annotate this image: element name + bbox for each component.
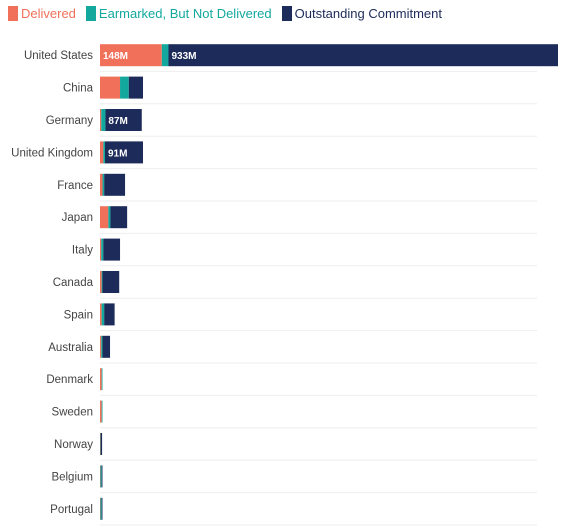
- legend-label-delivered: Delivered: [21, 5, 76, 21]
- bar-germany-series-0[interactable]: [100, 109, 102, 131]
- bar-italy-series-0[interactable]: [100, 238, 102, 261]
- bar-united-states-series-2[interactable]: [168, 44, 558, 67]
- category-label: Spain: [64, 309, 93, 321]
- chart-legend: Delivered Earmarked, But Not Delivered O…: [8, 4, 452, 22]
- bar-italy-series-2[interactable]: [103, 238, 121, 261]
- category-label: Italy: [72, 245, 93, 257]
- bar-belgium-series-0[interactable]: [100, 465, 101, 488]
- bar-norway-series-0[interactable]: [100, 433, 101, 455]
- bar-australia-series-1[interactable]: [101, 335, 103, 358]
- category-label: Denmark: [46, 374, 93, 386]
- legend-item-delivered[interactable]: Delivered: [8, 5, 76, 21]
- category-label: United Kingdom: [11, 147, 93, 159]
- bar-france-series-2[interactable]: [104, 173, 126, 196]
- data-label: 91M: [108, 148, 127, 159]
- bar-japan-series-2[interactable]: [110, 206, 128, 229]
- bar-united-states-series-0[interactable]: [100, 44, 162, 67]
- bar-sweden-series-0[interactable]: [100, 400, 102, 423]
- bar-australia-series-2[interactable]: [102, 335, 111, 358]
- category-label: Norway: [54, 439, 93, 451]
- bar-portugal-series-1[interactable]: [100, 497, 102, 520]
- bar-australia-series-0[interactable]: [100, 335, 102, 358]
- bar-japan-series-0[interactable]: [100, 206, 109, 229]
- legend-label-earmarked: Earmarked, But Not Delivered: [98, 5, 272, 21]
- bar-denmark-series-1[interactable]: [101, 368, 103, 391]
- category-label: Japan: [62, 212, 93, 224]
- category-label: China: [63, 83, 94, 95]
- data-label: 87M: [108, 116, 127, 127]
- data-label: 933M: [172, 51, 197, 62]
- category-label: Belgium: [51, 471, 93, 483]
- category-label: United States: [24, 50, 93, 62]
- bar-france-series-1[interactable]: [102, 173, 105, 196]
- legend-item-outstanding[interactable]: Outstanding Commitment: [281, 5, 443, 21]
- legend-label-outstanding: Outstanding Commitment: [294, 5, 443, 21]
- category-label: Germany: [46, 115, 94, 127]
- bar-spain-series-0[interactable]: [100, 303, 102, 326]
- bar-spain-series-2[interactable]: [104, 303, 115, 326]
- bar-united-kingdom-series-2[interactable]: [105, 141, 143, 164]
- bar-spain-series-1[interactable]: [101, 303, 105, 326]
- bar-belgium-series-2[interactable]: [101, 465, 103, 488]
- bar-germany-series-1[interactable]: [101, 109, 106, 131]
- legend-swatch-outstanding: [281, 5, 292, 21]
- bar-china-series-2[interactable]: [128, 76, 144, 99]
- bar-norway-series-1[interactable]: [100, 433, 102, 455]
- category-label: Canada: [53, 277, 94, 289]
- bar-china-series-0[interactable]: [100, 76, 121, 99]
- bar-united-kingdom-series-1[interactable]: [103, 141, 106, 164]
- bar-denmark-series-0[interactable]: [100, 368, 102, 391]
- data-label: 148M: [103, 51, 128, 62]
- bar-germany-series-2[interactable]: [105, 109, 142, 131]
- category-label: Australia: [48, 342, 93, 354]
- bar-united-states-series-1[interactable]: [161, 44, 169, 67]
- bar-china-series-1[interactable]: [120, 76, 129, 99]
- bar-france-series-0[interactable]: [100, 173, 103, 196]
- category-label: France: [57, 180, 93, 192]
- legend-swatch-earmarked: [85, 5, 96, 21]
- category-label: Sweden: [51, 407, 93, 419]
- legend-swatch-delivered: [8, 5, 18, 21]
- bar-sweden-series-1[interactable]: [101, 400, 103, 423]
- bar-canada-series-1[interactable]: [101, 271, 103, 293]
- bar-portugal-series-2[interactable]: [101, 497, 103, 520]
- bar-portugal-series-0[interactable]: [100, 497, 101, 520]
- bar-italy-series-1[interactable]: [101, 238, 104, 261]
- bar-canada-series-2[interactable]: [102, 271, 120, 293]
- bar-belgium-series-1[interactable]: [100, 465, 102, 488]
- bar-japan-series-1[interactable]: [108, 206, 111, 229]
- category-label: Portugal: [50, 504, 93, 516]
- bar-canada-series-0[interactable]: [100, 271, 102, 293]
- legend-item-earmarked[interactable]: Earmarked, But Not Delivered: [85, 5, 272, 21]
- bar-norway-series-2[interactable]: [100, 433, 103, 455]
- bar-united-kingdom-series-0[interactable]: [100, 141, 104, 164]
